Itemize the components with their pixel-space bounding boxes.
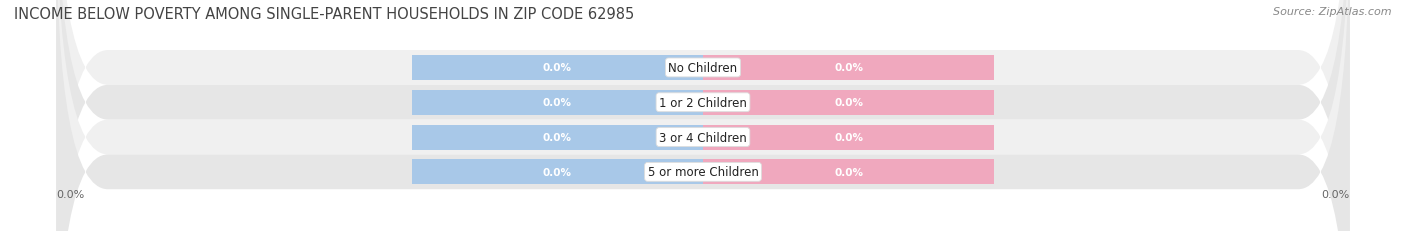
- Text: INCOME BELOW POVERTY AMONG SINGLE-PARENT HOUSEHOLDS IN ZIP CODE 62985: INCOME BELOW POVERTY AMONG SINGLE-PARENT…: [14, 7, 634, 22]
- FancyBboxPatch shape: [56, 0, 1350, 231]
- Bar: [703, 125, 994, 150]
- Text: 0.0%: 0.0%: [834, 98, 863, 108]
- Bar: [412, 90, 703, 115]
- Text: 0.0%: 0.0%: [543, 98, 572, 108]
- Text: 0.0%: 0.0%: [56, 189, 84, 199]
- Bar: [412, 56, 703, 81]
- FancyBboxPatch shape: [56, 0, 1350, 231]
- Text: No Children: No Children: [668, 62, 738, 75]
- Legend: Single Father, Single Mother: Single Father, Single Mother: [593, 226, 813, 231]
- FancyBboxPatch shape: [56, 0, 1350, 231]
- Text: 5 or more Children: 5 or more Children: [648, 166, 758, 179]
- FancyBboxPatch shape: [56, 0, 1350, 231]
- Bar: [412, 125, 703, 150]
- Text: 1 or 2 Children: 1 or 2 Children: [659, 96, 747, 109]
- Text: 0.0%: 0.0%: [834, 167, 863, 177]
- Text: 0.0%: 0.0%: [543, 167, 572, 177]
- Bar: [412, 160, 703, 185]
- Text: 0.0%: 0.0%: [1322, 189, 1350, 199]
- Text: 0.0%: 0.0%: [543, 63, 572, 73]
- Bar: [703, 90, 994, 115]
- Bar: [703, 160, 994, 185]
- Text: 0.0%: 0.0%: [543, 132, 572, 143]
- Text: 0.0%: 0.0%: [834, 132, 863, 143]
- Bar: [703, 56, 994, 81]
- Text: Source: ZipAtlas.com: Source: ZipAtlas.com: [1274, 7, 1392, 17]
- Text: 3 or 4 Children: 3 or 4 Children: [659, 131, 747, 144]
- Text: 0.0%: 0.0%: [834, 63, 863, 73]
